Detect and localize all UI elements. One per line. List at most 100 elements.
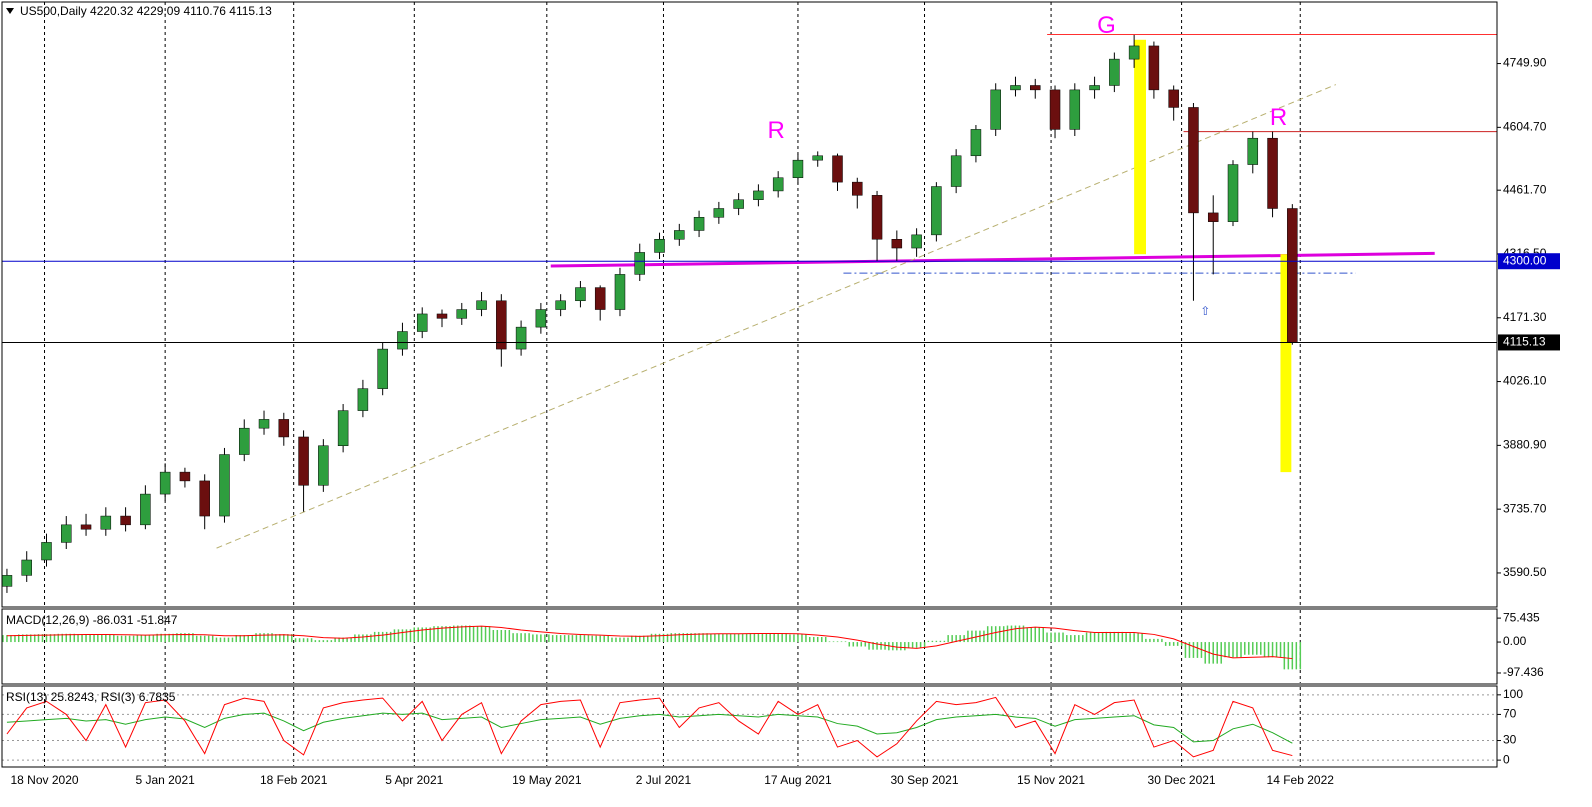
candle-body: [693, 217, 705, 231]
y-tick-label: 4749.90: [1503, 56, 1547, 70]
price-label: 4115.13: [1503, 335, 1546, 349]
y-tick-label: 75.435: [1503, 610, 1540, 624]
x-tick-label: 30 Sep 2021: [890, 773, 958, 787]
candle-body: [772, 177, 784, 192]
y-tick-label: 3880.90: [1503, 438, 1547, 452]
candle-body: [476, 300, 487, 310]
candle-body: [278, 419, 290, 438]
highlight-bar: [1280, 254, 1292, 473]
candle-body: [496, 300, 507, 350]
candle-body: [416, 313, 428, 332]
candle-body: [199, 480, 210, 517]
candle-body: [377, 348, 388, 389]
y-tick-label: 70: [1503, 707, 1517, 721]
y-tick-label: 0: [1503, 752, 1510, 766]
candle-body: [456, 309, 468, 319]
candle-body: [238, 427, 250, 455]
candle-body: [871, 195, 883, 240]
x-tick-label: 18 Nov 2020: [10, 773, 78, 787]
x-tick-label: 30 Dec 2021: [1148, 773, 1216, 787]
candle-body: [911, 234, 922, 249]
rsi-line: [6, 712, 1293, 744]
price-label-box: [1498, 334, 1560, 351]
candle-body: [654, 239, 665, 253]
candle-body: [1267, 137, 1278, 209]
candle-body: [1148, 45, 1160, 91]
candle-body: [832, 155, 843, 183]
candle-body: [931, 186, 942, 236]
overlay-layer: 4749.904604.704461.704316.504171.304026.…: [6, 4, 1560, 787]
highlight-bar: [1134, 39, 1146, 255]
panel-title: MACD(12,26,9) -86.031 -51.847: [6, 613, 178, 627]
candle-body: [950, 155, 962, 187]
y-tick-label: 30: [1503, 733, 1517, 747]
x-tick-label: 17 Aug 2021: [764, 773, 832, 787]
price-label: 4300.00: [1503, 253, 1547, 267]
y-tick-label: 3735.70: [1503, 501, 1547, 515]
y-tick-label: 4026.10: [1503, 374, 1547, 388]
candle-body: [1049, 89, 1061, 130]
candle-body: [1069, 89, 1081, 130]
candle-body: [674, 230, 685, 240]
candle-body: [80, 524, 92, 530]
price-label-box: [1498, 253, 1560, 270]
candle-body: [1089, 85, 1100, 91]
candle-body: [614, 274, 626, 310]
candle-body: [1109, 58, 1120, 86]
candle-body: [159, 471, 171, 495]
candle-body: [713, 208, 725, 218]
x-tick-label: 14 Feb 2022: [1267, 773, 1335, 787]
candle-body: [1188, 107, 1199, 214]
trend-line: [216, 84, 1337, 549]
candle-body: [515, 326, 527, 350]
candle-body: [970, 129, 982, 157]
candle-body: [318, 445, 329, 486]
candle-body: [1128, 45, 1140, 60]
candle-body: [1207, 212, 1219, 222]
candle-body: [891, 239, 903, 249]
candle-body: [733, 199, 744, 209]
candle-body: [258, 419, 270, 429]
candle-body: [753, 190, 764, 200]
candle-body: [594, 287, 606, 310]
menu-triangle[interactable]: [6, 8, 14, 14]
candle-body: [1168, 89, 1179, 108]
annotation: ⇧: [1200, 304, 1210, 318]
x-tick-label: 5 Apr 2021: [385, 773, 443, 787]
candle-body: [179, 471, 191, 482]
candle-body: [298, 436, 309, 486]
macd-panel-border: [1, 608, 1498, 685]
candle-body: [357, 388, 369, 411]
panel-title: US500,Daily 4220.32 4229.09 4110.76 4115…: [20, 4, 272, 18]
candle-body: [792, 159, 804, 178]
y-tick-label: 4604.70: [1503, 120, 1547, 134]
annotation: R: [1270, 104, 1287, 131]
candle-body: [634, 252, 645, 275]
plot-layer: [1, 34, 1497, 758]
candle-body: [1247, 137, 1259, 165]
y-tick-label: 4171.30: [1503, 310, 1547, 324]
candle-body: [1, 575, 13, 587]
candle-body: [337, 410, 349, 447]
rsi-line: [6, 696, 1293, 758]
candle-body: [1227, 164, 1239, 222]
annotation: G: [1097, 12, 1116, 39]
candle-body: [41, 542, 52, 561]
y-tick-label: 3590.50: [1503, 565, 1547, 579]
candle-body: [436, 313, 448, 319]
candle-body: [100, 515, 112, 530]
candle-body: [555, 300, 566, 310]
y-tick-label: -97.436: [1503, 665, 1544, 679]
candle-body: [1010, 85, 1021, 91]
candle-body: [1287, 208, 1298, 343]
x-tick-label: 2 Jul 2021: [636, 773, 692, 787]
annotation: R: [768, 117, 785, 144]
y-tick-label: 4461.70: [1503, 182, 1547, 196]
panel-title: RSI(13) 25.8243, RSI(3) 6.7835: [6, 690, 176, 704]
candle-body: [397, 331, 408, 350]
candle-body: [535, 309, 547, 328]
candle-body: [120, 515, 131, 526]
y-tick-label: 0.00: [1503, 634, 1527, 648]
